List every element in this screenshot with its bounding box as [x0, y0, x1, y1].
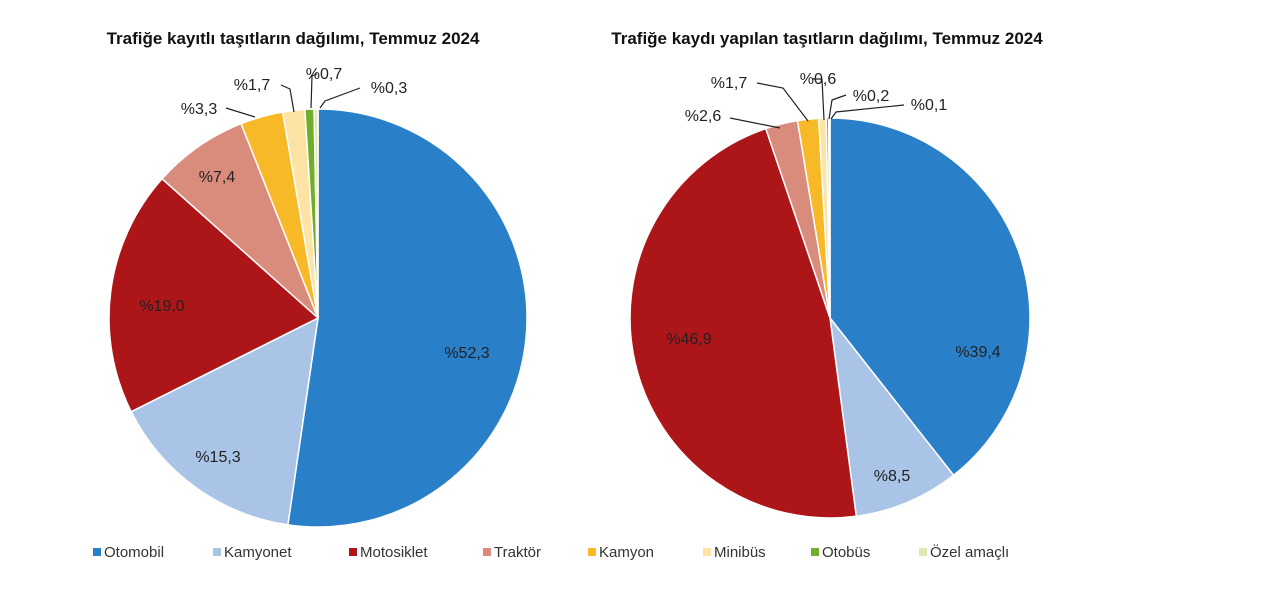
chart-2-slice-kamyonet	[828, 315, 955, 518]
chart-1-leader-kamyon	[225, 107, 256, 118]
legend-label-ozel-amacli: Özel amaçlı	[930, 543, 1009, 561]
legend-swatch-motosiklet	[349, 548, 357, 556]
chart-2-label-kamyonet: %8,5	[874, 468, 911, 485]
legend-swatch-kamyonet	[213, 548, 221, 556]
chart-2-label-traktor: %2,6	[685, 108, 722, 125]
legend-label-kamyonet: Kamyonet	[224, 544, 292, 561]
legend-label-minibus: Minibüs	[714, 544, 766, 561]
pie-chart-newly-registered-vehicles: %39,4 %8,5 %46,9 %2,6 %1,7 %0,6 %0,2 %0,1	[629, 71, 1031, 519]
chart-1-slice-kamyonet	[130, 316, 319, 526]
chart-2-label-minibus: %0,6	[800, 71, 837, 88]
chart-1-label-motosiklet: %19,0	[139, 298, 184, 315]
chart-1-label-otobus: %0,7	[306, 66, 343, 83]
chart-1-label-traktor: %7,4	[199, 169, 236, 186]
chart-2-label-otobus: %0,2	[853, 88, 890, 105]
chart-2-leader-traktor	[729, 117, 781, 129]
legend-swatch-ozel-amacli	[919, 548, 927, 556]
chart-1-label-otomobil: %52,3	[444, 345, 489, 362]
legend-swatch-otobus	[811, 548, 819, 556]
legend-swatch-otomobil	[93, 548, 101, 556]
chart-2-label-otomobil: %39,4	[955, 344, 1000, 361]
chart-1-label-ozel-amacli: %0,3	[371, 80, 408, 97]
legend-swatch-kamyon	[588, 548, 596, 556]
chart-1-leader-otobus	[310, 73, 318, 109]
chart-1-label-minibus: %1,7	[234, 77, 271, 94]
chart-1-leader-ozel-amacli	[319, 87, 361, 109]
legend-label-motosiklet: Motosiklet	[360, 544, 428, 561]
chart-2-slice-motosiklet	[629, 127, 858, 519]
chart-2-label-motosiklet: %46,9	[666, 331, 711, 348]
legend-swatch-traktor	[483, 548, 491, 556]
chart-2-title: Trafiğe kaydı yapılan taşıtların dağılım…	[611, 29, 1043, 48]
chart-1-label-kamyon: %3,3	[181, 101, 218, 118]
legend-label-kamyon: Kamyon	[599, 544, 654, 561]
chart-2-leader-otobus	[828, 94, 847, 120]
legend-label-otobus: Otobüs	[822, 544, 870, 561]
legend: Otomobil Kamyonet Motosiklet Traktör Kamyon M…	[93, 543, 1009, 561]
chart-2-leader-minibus	[812, 78, 825, 121]
chart-2-label-kamyon: %1,7	[711, 75, 748, 92]
chart-1-title: Trafiğe kayıtlı taşıtların dağılımı, Tem…	[107, 29, 480, 48]
chart-1-slice-motosiklet	[108, 177, 320, 413]
legend-label-traktor: Traktör	[494, 544, 541, 561]
chart-2-leader-kamyon	[756, 82, 809, 122]
chart-2-slice-otomobil	[829, 117, 1031, 477]
chart-1-slice-traktor	[161, 122, 319, 319]
pie-chart-registered-vehicles: %52,3 %15,3 %19,0 %7,4 %3,3 %1,7 %0,7 %0,3	[108, 66, 528, 528]
chart-1-label-kamyonet: %15,3	[195, 449, 240, 466]
chart-1-slice-ozel-amacli	[313, 108, 319, 319]
legend-label-otomobil: Otomobil	[104, 544, 164, 561]
legend-swatch-minibus	[703, 548, 711, 556]
chart-2-leader-ozel-amacli	[830, 104, 905, 120]
chart-2-label-ozel-amacli: %0,1	[911, 97, 948, 114]
chart-1-slice-otomobil	[287, 108, 528, 528]
chart-1-leader-minibus	[280, 84, 295, 113]
